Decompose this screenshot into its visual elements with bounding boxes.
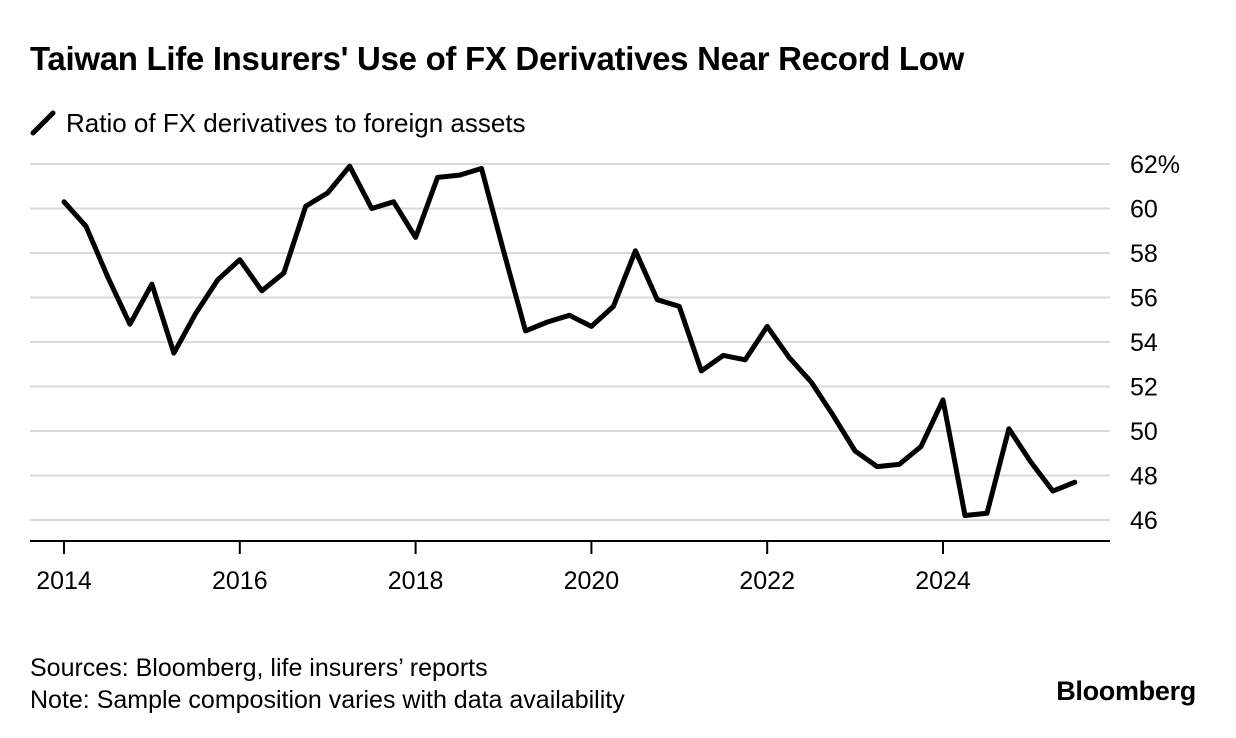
series-line-0 (61, 163, 1078, 518)
y-tick-label-60: 60 (1130, 196, 1158, 224)
bloomberg-logo: Bloomberg (1056, 676, 1196, 706)
x-tick-labels: 2014 2016 2018 2020 2022 2024 (36, 567, 971, 595)
y-tick-label-62: 62% (1130, 151, 1180, 179)
sample-note: Note: Sample composition varies with dat… (30, 686, 625, 714)
y-axis: 46 48 50 52 54 56 58 60 62% (1130, 151, 1180, 535)
y-tick-label-58: 58 (1130, 240, 1158, 268)
x-tick-label-2022: 2022 (739, 567, 795, 595)
line-chart: 46 48 50 52 54 56 58 60 62% 2014 2016 2018 2020 2022… (30, 151, 1180, 595)
x-tick-label-2016: 2016 (212, 567, 268, 595)
legend-label: Ratio of FX derivatives to foreign asset… (66, 107, 526, 138)
x-tick-label-2018: 2018 (388, 567, 444, 595)
series-layer (61, 163, 1078, 518)
sources-note: Sources: Bloomberg, life insurers’ repor… (30, 654, 488, 682)
y-tick-label-56: 56 (1130, 285, 1158, 313)
y-tick-label-50: 50 (1130, 418, 1158, 446)
footer: Sources: Bloomberg, life insurers’ repor… (30, 652, 625, 716)
gridlines (30, 163, 1110, 521)
legend: Ratio of FX derivatives to foreign asset… (30, 106, 526, 140)
legend-line-icon (30, 110, 56, 136)
chart-title: Taiwan Life Insurers' Use of FX Derivati… (30, 40, 964, 77)
y-tick-label-46: 46 (1130, 507, 1158, 535)
x-tick-label-2024: 2024 (915, 567, 971, 595)
y-tick-label-52: 52 (1130, 374, 1158, 402)
y-tick-label-54: 54 (1130, 329, 1158, 357)
x-axis (30, 540, 1110, 554)
x-tick-label-2014: 2014 (36, 567, 92, 595)
x-tick-label-2020: 2020 (564, 567, 620, 595)
y-tick-label-48: 48 (1130, 463, 1158, 491)
